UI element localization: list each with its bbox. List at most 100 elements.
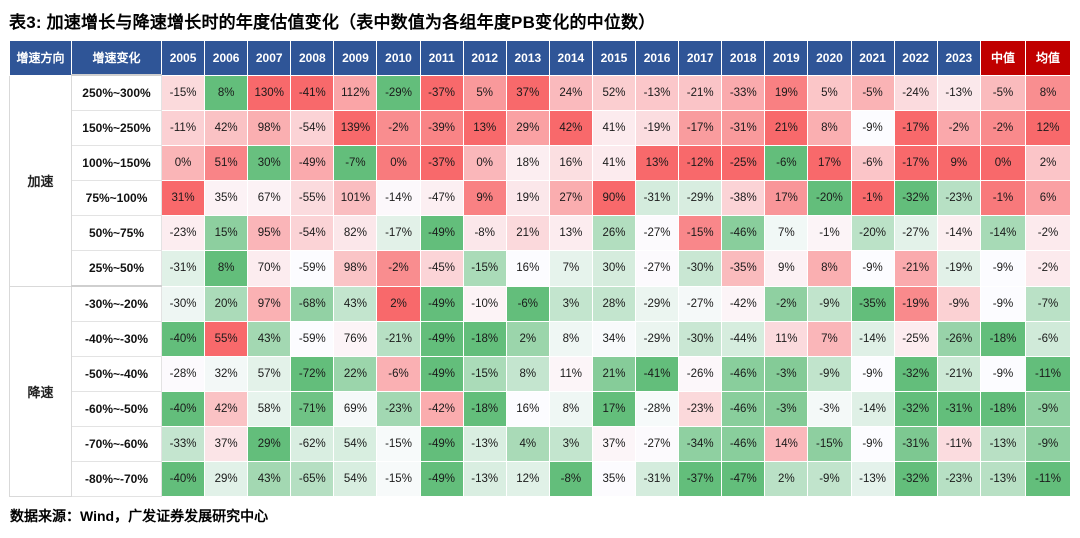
value-cell: -49% xyxy=(419,285,464,322)
value-cell: -37% xyxy=(419,145,464,181)
value-cell: -11% xyxy=(160,110,206,146)
value-cell: 8% xyxy=(807,110,852,146)
value-cell: 4% xyxy=(505,426,550,462)
value-cell: -37% xyxy=(419,74,464,111)
value-cell: -14% xyxy=(850,321,895,357)
value-cell: -21% xyxy=(893,250,938,287)
value-cell: -15% xyxy=(376,461,421,497)
value-cell: 29% xyxy=(247,426,292,462)
value-cell: -29% xyxy=(678,180,723,216)
value-cell: -14% xyxy=(850,391,895,427)
value-cell: -49% xyxy=(419,215,464,251)
value-cell: -41% xyxy=(290,74,335,111)
value-cell: -26% xyxy=(678,356,723,392)
mean-value-cell: -11% xyxy=(1025,356,1071,392)
value-cell: -54% xyxy=(290,110,335,146)
growth-range-label: -40%~-30% xyxy=(71,321,162,357)
value-cell: -49% xyxy=(419,426,464,462)
value-cell: 35% xyxy=(591,461,637,497)
value-cell: -17% xyxy=(678,110,723,146)
value-cell: 5% xyxy=(807,74,852,111)
value-cell: 67% xyxy=(247,180,292,216)
value-cell: -49% xyxy=(290,145,335,181)
value-cell: -1% xyxy=(850,180,895,216)
mean-value-cell: -7% xyxy=(1025,285,1071,322)
value-cell: 5% xyxy=(462,74,507,111)
value-cell: 43% xyxy=(333,285,378,322)
value-cell: -19% xyxy=(635,110,680,146)
median-value-cell: -2% xyxy=(980,110,1026,146)
value-cell: -27% xyxy=(678,285,723,322)
value-cell: 7% xyxy=(548,250,593,287)
year-header: 2006 xyxy=(204,40,249,76)
value-cell: 15% xyxy=(204,215,249,251)
value-cell: -46% xyxy=(721,391,766,427)
value-cell: 112% xyxy=(333,74,378,111)
value-cell: 82% xyxy=(333,215,378,251)
value-cell: 7% xyxy=(807,321,852,357)
value-cell: -20% xyxy=(850,215,895,251)
value-cell: -47% xyxy=(419,180,464,216)
year-header: 2022 xyxy=(893,40,938,76)
value-cell: -71% xyxy=(290,391,335,427)
value-cell: 19% xyxy=(764,74,809,111)
value-cell: -17% xyxy=(376,215,421,251)
table-header: 增速方向 增速变化 2005 2006 2007 2008 2009 2010 2011 2012… xyxy=(9,40,1071,76)
growth-range-label: -70%~-60% xyxy=(71,426,162,462)
mean-value-cell: -2% xyxy=(1025,250,1071,287)
table-row: -50%~-40% -28% 32% 57% -72% 22% -6% -49% -15% 8% 1… xyxy=(10,356,1071,392)
value-cell: 35% xyxy=(204,180,249,216)
value-cell: 8% xyxy=(548,321,593,357)
value-cell: -55% xyxy=(290,180,335,216)
value-cell: 7% xyxy=(764,215,809,251)
value-cell: -30% xyxy=(678,250,723,287)
table-body: 加速 250%~300% -15% 8% 130% -41% 112% -29% -37% 5% 3… xyxy=(9,74,1071,497)
value-cell: -49% xyxy=(419,321,464,357)
value-cell: 21% xyxy=(764,110,809,146)
value-cell: 98% xyxy=(333,250,378,287)
value-cell: -9% xyxy=(850,110,895,146)
value-cell: -28% xyxy=(160,356,206,392)
growth-direction-cell: 降速 xyxy=(9,285,72,497)
value-cell: -31% xyxy=(893,426,938,462)
value-cell: -49% xyxy=(419,356,464,392)
value-cell: -32% xyxy=(893,461,938,497)
value-cell: 8% xyxy=(505,356,550,392)
table-row: -70%~-60% -33% 37% 29% -62% 54% -15% -49% -13% 4%… xyxy=(10,426,1071,462)
value-cell: -44% xyxy=(721,321,766,357)
value-cell: 13% xyxy=(635,145,680,181)
value-cell: 13% xyxy=(462,110,507,146)
value-cell: -21% xyxy=(936,356,982,392)
value-cell: -25% xyxy=(721,145,766,181)
value-cell: -59% xyxy=(290,250,335,287)
value-cell: -23% xyxy=(376,391,421,427)
value-cell: -21% xyxy=(376,321,421,357)
table-row: 150%~250% -11% 42% 98% -54% 139% -2% -39% 13% 29%… xyxy=(10,110,1071,146)
mean-value-cell: -2% xyxy=(1025,215,1071,251)
value-cell: -31% xyxy=(635,180,680,216)
value-cell: -32% xyxy=(893,391,938,427)
value-cell: -40% xyxy=(160,391,206,427)
value-cell: -46% xyxy=(721,215,766,251)
value-cell: -9% xyxy=(850,426,895,462)
value-cell: -13% xyxy=(462,461,507,497)
value-cell: 9% xyxy=(462,180,507,216)
value-cell: 42% xyxy=(204,110,249,146)
value-cell: 42% xyxy=(548,110,593,146)
median-value-cell: -13% xyxy=(980,461,1026,497)
value-cell: -29% xyxy=(376,74,421,111)
value-cell: -1% xyxy=(807,215,852,251)
value-cell: 37% xyxy=(591,426,637,462)
value-cell: -40% xyxy=(160,321,206,357)
value-cell: -8% xyxy=(462,215,507,251)
value-cell: -62% xyxy=(290,426,335,462)
value-cell: -46% xyxy=(721,426,766,462)
value-cell: 9% xyxy=(764,250,809,287)
value-cell: -13% xyxy=(462,426,507,462)
value-cell: -15% xyxy=(678,215,723,251)
value-cell: -25% xyxy=(893,321,938,357)
value-cell: -10% xyxy=(462,285,507,322)
value-cell: 21% xyxy=(591,356,637,392)
value-cell: -17% xyxy=(893,145,938,181)
year-header: 2018 xyxy=(721,40,766,76)
